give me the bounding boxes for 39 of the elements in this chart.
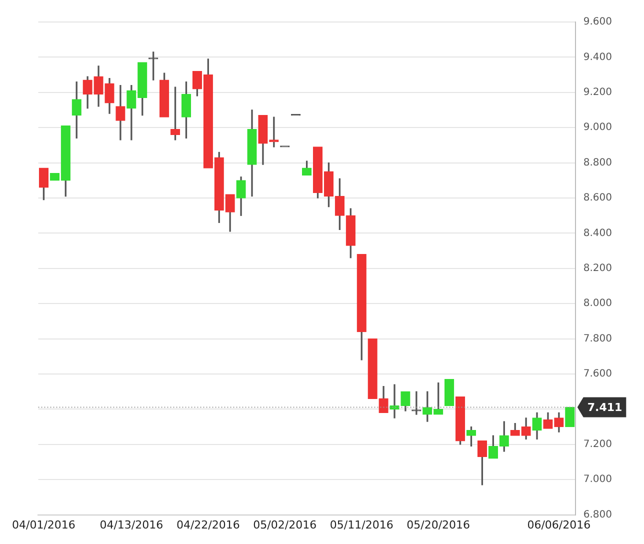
candlestick bbox=[543, 412, 553, 429]
candlestick bbox=[368, 338, 378, 399]
candlestick bbox=[258, 114, 268, 165]
candlestick bbox=[356, 254, 366, 360]
candlestick bbox=[521, 418, 531, 440]
candlestick bbox=[247, 110, 257, 197]
candlestick bbox=[104, 78, 114, 114]
y-tick-label: 9.600 bbox=[583, 16, 612, 28]
candlestick bbox=[225, 194, 235, 232]
candlestick bbox=[444, 378, 454, 406]
candlestick bbox=[116, 85, 126, 140]
candlestick bbox=[236, 176, 246, 216]
y-tick-label: 9.000 bbox=[583, 122, 612, 134]
y-tick-label: 8.600 bbox=[583, 192, 612, 204]
candlestick bbox=[565, 406, 575, 428]
x-tick-label: 05/11/2016 bbox=[330, 518, 394, 532]
x-tick-label: 04/22/2016 bbox=[176, 518, 240, 532]
y-tick-label: 8.800 bbox=[583, 157, 612, 168]
candlestick bbox=[554, 412, 564, 432]
candlestick bbox=[532, 412, 542, 440]
y-tick-label: 7.800 bbox=[583, 333, 612, 344]
y-tick-label: 8.400 bbox=[583, 228, 612, 239]
y-tick-label: 7.200 bbox=[583, 438, 612, 450]
x-tick-label: 04/01/2016 bbox=[12, 518, 76, 532]
y-tick-label: 9.400 bbox=[583, 52, 612, 63]
y-tick-label: 6.800 bbox=[583, 509, 612, 520]
ref-line-label: 7.411 bbox=[587, 401, 622, 414]
x-tick-label: 05/20/2016 bbox=[406, 518, 470, 532]
x-tick-label: 05/02/2016 bbox=[253, 518, 317, 532]
candlestick bbox=[94, 66, 104, 107]
y-tick-label: 8.200 bbox=[583, 262, 612, 274]
y-tick-label: 8.000 bbox=[583, 298, 612, 310]
y-tick-label: 7.600 bbox=[583, 368, 612, 380]
x-tick-label: 06/06/2016 bbox=[527, 518, 591, 532]
y-tick-label: 9.200 bbox=[583, 86, 612, 98]
candlestick bbox=[412, 391, 422, 415]
x-tick-label: 04/13/2016 bbox=[100, 518, 164, 532]
y-tick-label: 7.000 bbox=[583, 474, 612, 486]
candlestick bbox=[82, 76, 92, 109]
